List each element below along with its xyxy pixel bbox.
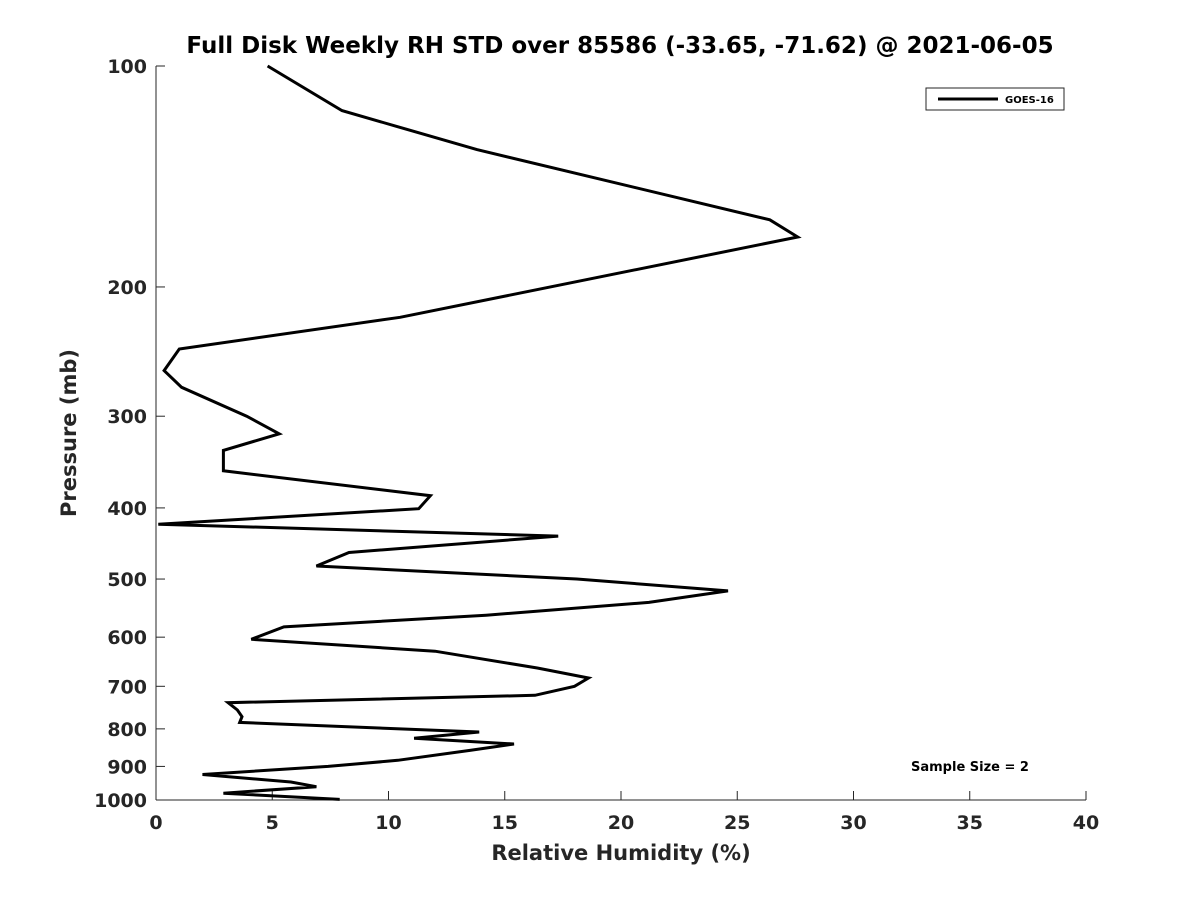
y-tick-label: 700 (107, 676, 147, 698)
y-tick-label: 800 (107, 719, 147, 741)
x-tick-label: 5 (266, 812, 279, 834)
y-tick-label: 100 (107, 56, 147, 78)
y-axis-label: Pressure (mb) (57, 349, 81, 517)
series-line-goes-16 (158, 64, 802, 801)
x-axis-ticks: 0 5 10 15 20 25 30 35 40 (149, 791, 1099, 834)
x-axis-label: Relative Humidity (%) (491, 841, 750, 865)
x-tick-label: 25 (724, 812, 750, 834)
legend: GOES-16 (925, 87, 1065, 111)
x-tick-label: 20 (608, 812, 634, 834)
y-tick-label: 600 (107, 627, 147, 649)
y-tick-label: 900 (107, 756, 147, 778)
chart-title: Full Disk Weekly RH STD over 85586 (-33.… (186, 33, 1053, 59)
y-tick-label: 1000 (94, 790, 147, 812)
x-tick-label: 0 (149, 812, 162, 834)
y-tick-label: 300 (107, 406, 147, 428)
series-layer (158, 64, 802, 801)
x-tick-label: 30 (840, 812, 866, 834)
x-tick-label: 15 (492, 812, 518, 834)
x-tick-label: 10 (375, 812, 401, 834)
y-tick-label: 400 (107, 498, 147, 520)
x-tick-label: 40 (1073, 812, 1099, 834)
y-axis-ticks: 100 200 300 400 500 600 700 800 900 1000 (94, 56, 165, 812)
y-tick-label: 200 (107, 277, 147, 299)
y-tick-label: 500 (107, 569, 147, 591)
legend-label-goes-16: GOES-16 (1005, 95, 1054, 106)
sample-size-annotation: Sample Size = 2 (911, 760, 1029, 775)
x-tick-label: 35 (957, 812, 983, 834)
plot-area (155, 66, 1086, 801)
